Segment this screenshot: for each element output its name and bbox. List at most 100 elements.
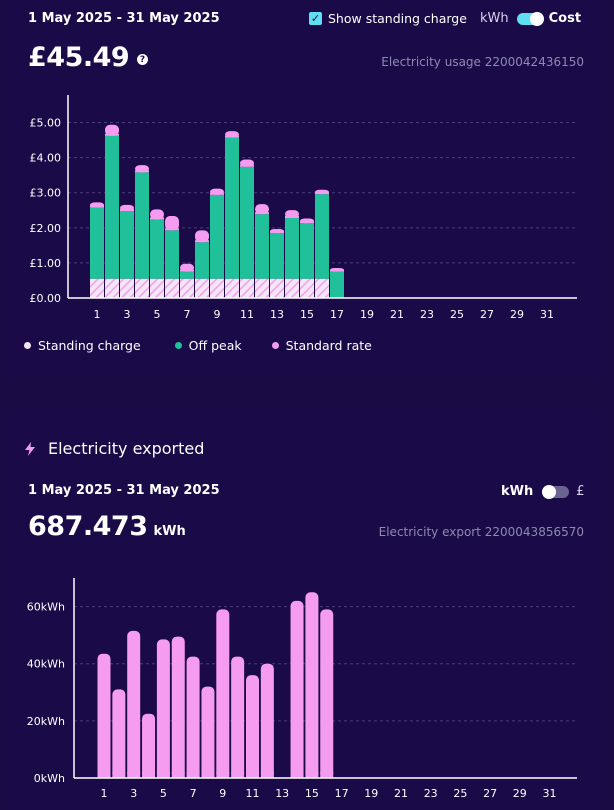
usage-y-tick-label: £2.00: [30, 222, 62, 235]
legend-standard-rate-label: Standard rate: [285, 338, 372, 353]
export-x-tick-label: 15: [305, 787, 319, 800]
usage-total: £45.49: [28, 42, 130, 73]
usage-x-tick-label: 3: [124, 308, 131, 320]
standard-rate-bar-base: [120, 208, 134, 211]
usage-x-tick-label: 19: [360, 308, 374, 320]
standard-rate-bar-base: [270, 231, 284, 234]
usage-x-tick-label: 5: [154, 308, 161, 320]
standard-rate-bar-base: [330, 269, 344, 272]
usage-x-tick-label: 15: [300, 308, 314, 320]
export-x-tick-label: 11: [246, 787, 260, 800]
export-card: Electricity exported 1 May 2025 - 31 May…: [4, 410, 604, 810]
off-peak-bar: [330, 271, 344, 298]
export-x-tick-label: 17: [335, 787, 349, 800]
export-bar-base: [142, 772, 156, 778]
standard-rate-bar: [195, 230, 209, 243]
usage-legend: Standing charge Off peak Standard rate: [24, 338, 372, 353]
export-bar: [260, 663, 274, 778]
standing-charge-bar: [270, 278, 284, 298]
usage-x-tick-label: 7: [184, 308, 191, 320]
export-bar-base: [246, 772, 259, 778]
usage-x-tick-label: 21: [390, 308, 404, 320]
usage-y-tick-label: £5.00: [30, 117, 62, 130]
export-bar-base: [112, 772, 126, 778]
off-peak-bar: [285, 217, 299, 279]
export-x-tick-label: 9: [219, 787, 226, 800]
show-standing-charge-checkbox[interactable]: ✓: [309, 12, 322, 25]
help-icon[interactable]: ?: [137, 54, 148, 65]
standard-rate-bar: [165, 216, 179, 231]
export-y-tick-label: 20kWh: [27, 715, 65, 728]
standing-charge-bar: [150, 278, 164, 298]
export-bar: [186, 656, 200, 778]
standard-rate-bar-base: [240, 164, 254, 167]
standing-charge-bar: [315, 278, 329, 298]
unit-toggle[interactable]: [516, 11, 544, 26]
export-x-tick-label: 13: [275, 787, 289, 800]
usage-x-tick-label: 1: [94, 308, 101, 320]
export-bar: [290, 600, 304, 778]
export-bar: [246, 675, 259, 778]
export-date-range: 1 May 2025 - 31 May 2025: [28, 483, 220, 498]
export-x-tick-label: 19: [364, 787, 378, 800]
export-bar-base: [231, 772, 245, 778]
export-bar-base: [186, 772, 200, 778]
export-value-unit: kWh: [153, 524, 186, 539]
export-bar-base: [127, 772, 141, 778]
standing-charge-bar: [195, 278, 209, 298]
export-bar-base: [97, 772, 111, 778]
export-y-tick-label: 0kWh: [34, 772, 65, 785]
export-bar-base: [305, 772, 319, 778]
export-total: 687.473 kWh: [28, 511, 186, 542]
usage-x-tick-label: 9: [214, 308, 221, 320]
standing-charge-bar: [225, 278, 239, 298]
standing-charge-bar: [180, 278, 194, 298]
export-x-tick-label: 3: [130, 787, 137, 800]
off-peak-bar: [165, 230, 179, 279]
legend-off-peak: Off peak: [174, 338, 242, 353]
standard-rate-bar-base: [165, 228, 179, 231]
off-peak-bar: [270, 233, 284, 279]
off-peak-bar: [105, 135, 119, 279]
standard-rate-bar-base: [225, 135, 239, 138]
usage-x-tick-label: 25: [450, 308, 464, 320]
standard-rate-dot: [271, 342, 279, 349]
usage-y-tick-label: £3.00: [30, 187, 62, 200]
help-icon-glyph: ?: [139, 54, 146, 65]
off-peak-bar: [255, 214, 269, 279]
export-bar: [127, 630, 141, 778]
export-bar-base: [201, 772, 215, 778]
export-unit-toggle[interactable]: [542, 484, 570, 499]
usage-meter-info: Electricity usage 2200042436150: [381, 55, 584, 69]
standard-rate-bar-base: [105, 133, 119, 136]
off-peak-bar: [300, 223, 314, 279]
export-x-tick-label: 23: [424, 787, 438, 800]
export-y-tick-label: 40kWh: [27, 658, 65, 671]
off-peak-bar: [210, 194, 224, 279]
export-bar-base: [290, 772, 304, 778]
standard-rate-bar-base: [150, 217, 164, 220]
standing-charge-bar: [285, 278, 299, 298]
off-peak-bar: [90, 207, 104, 279]
usage-date-range: 1 May 2025 - 31 May 2025: [28, 11, 220, 26]
export-header: Electricity exported: [24, 439, 204, 458]
export-bar: [201, 686, 215, 778]
export-bar: [142, 713, 156, 778]
standard-rate-bar: [105, 124, 119, 136]
toggle-knob: [529, 11, 544, 26]
export-bar: [231, 656, 245, 778]
lightning-icon: [25, 441, 35, 456]
export-x-tick-label: 7: [190, 787, 197, 800]
standing-charge-bar: [90, 278, 104, 298]
off-peak-bar: [195, 242, 209, 279]
export-bar: [320, 609, 334, 778]
usage-x-tick-label: 31: [540, 308, 554, 320]
show-standing-charge-option[interactable]: ✓ Show standing charge: [309, 11, 467, 26]
usage-x-tick-label: 11: [240, 308, 254, 320]
export-x-tick-label: 25: [453, 787, 467, 800]
export-bar: [156, 639, 170, 778]
export-y-tick-label: 60kWh: [27, 601, 65, 614]
export-toggle-knob: [542, 484, 557, 499]
show-standing-charge-label: Show standing charge: [328, 11, 467, 26]
